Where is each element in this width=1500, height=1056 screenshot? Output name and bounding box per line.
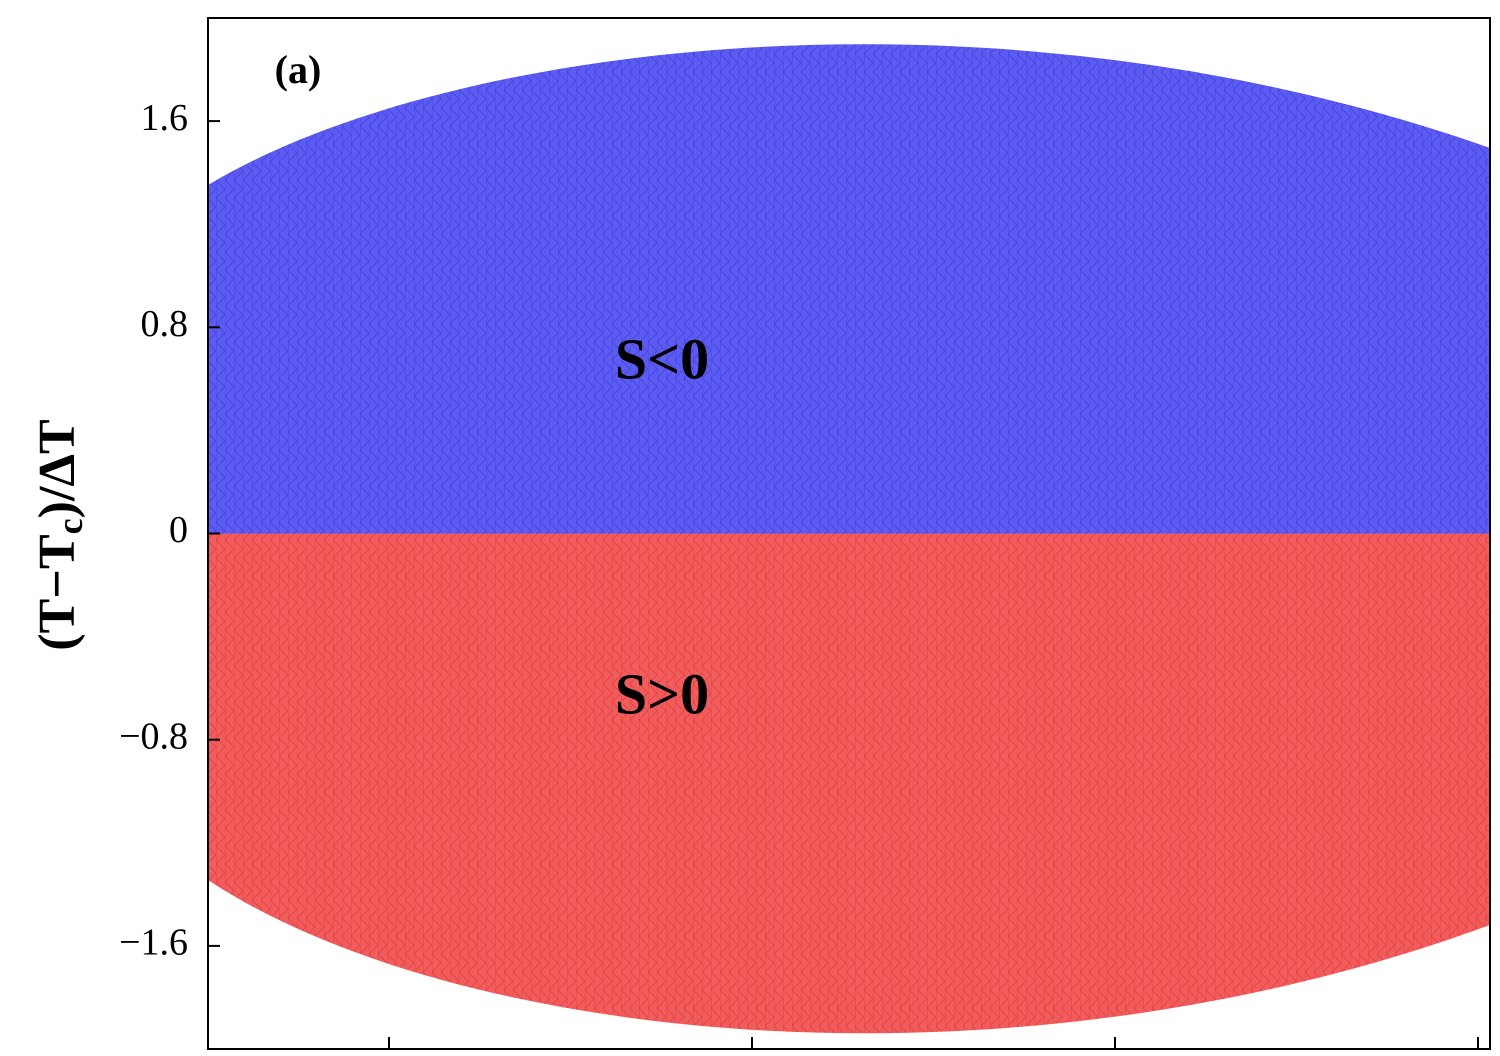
y-label-sub: c xyxy=(50,518,90,534)
region xyxy=(208,533,1490,1034)
y-tick-label: −0.8 xyxy=(119,715,188,757)
y-label-end: )/ΔT xyxy=(29,419,86,518)
region-group xyxy=(208,44,1490,1034)
y-tick-label: 1.6 xyxy=(141,97,189,139)
panel-label: (a) xyxy=(275,47,322,92)
y-tick-label: −1.6 xyxy=(119,922,188,964)
y-tick-label: 0 xyxy=(169,509,188,551)
y-axis-label: (T−Tc)/ΔT xyxy=(29,419,90,650)
y-tick-label: 0.8 xyxy=(141,303,189,345)
y-label-main: (T−T xyxy=(29,534,86,650)
region-label: S<0 xyxy=(615,326,709,391)
region xyxy=(208,44,1490,534)
region-label: S>0 xyxy=(615,661,709,726)
x-ticks xyxy=(388,1037,1479,1049)
